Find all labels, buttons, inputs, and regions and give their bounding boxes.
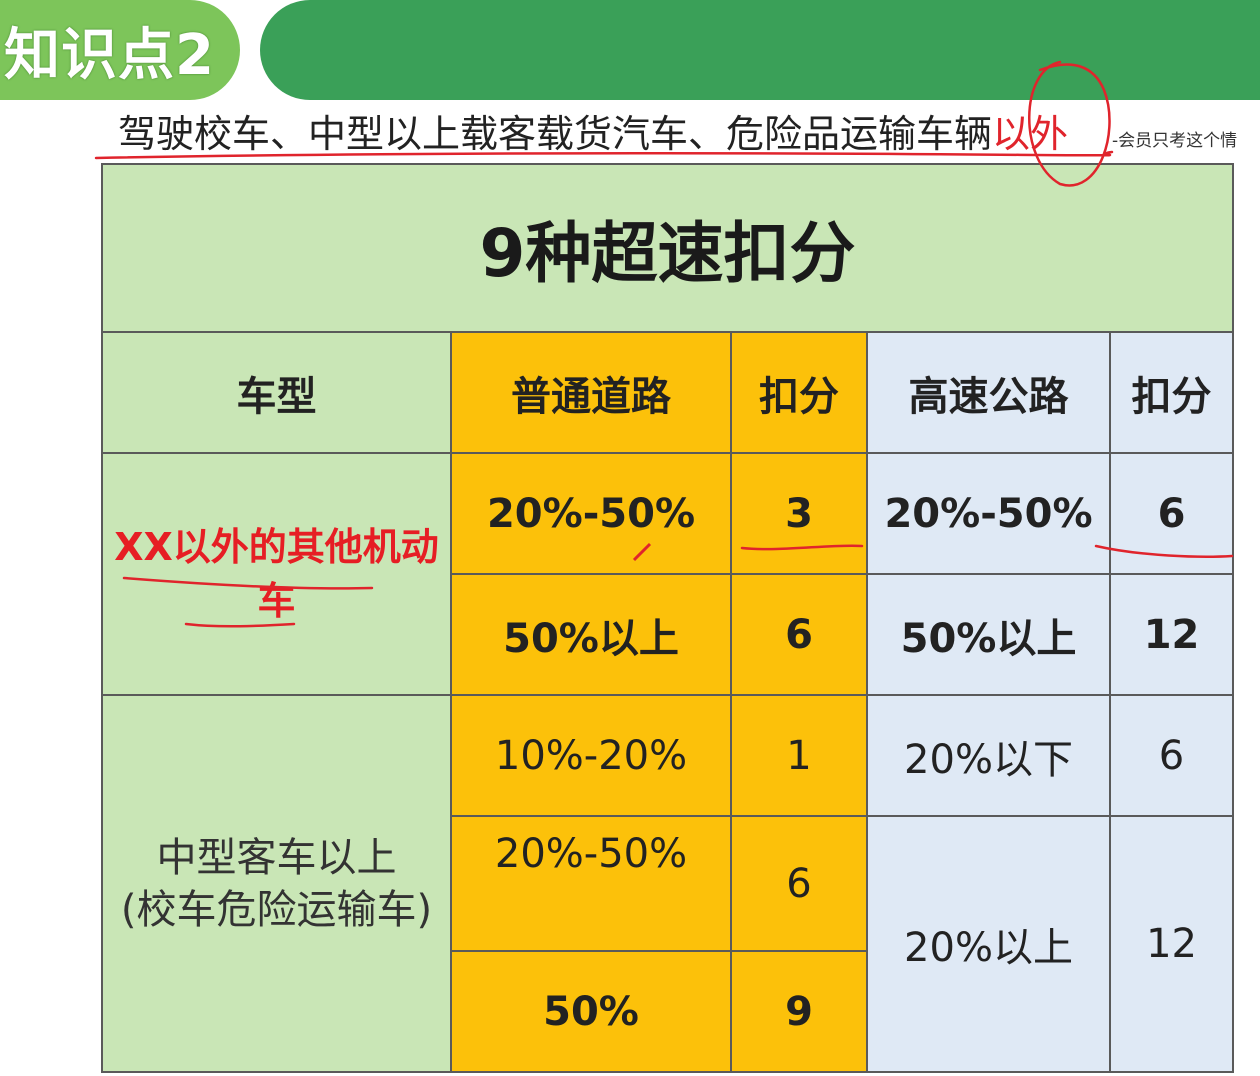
vehicle-other-label: XX以外的其他机动车 — [114, 525, 439, 623]
vehicle-medium-line2: (校车危险运输车) — [120, 886, 433, 933]
cell-road-range: 50%以上 — [450, 573, 732, 696]
cell-road-range: 50% — [450, 950, 732, 1073]
cell-highway-points: 6 — [1108, 452, 1235, 575]
vehicle-medium-bus: 中型客车以上 (校车危险运输车) — [101, 694, 452, 1073]
speeding-points-table: 9种超速扣分 车型 普通道路 扣分 高速公路 扣分 XX以外的其他机动车 20%… — [100, 163, 1235, 1073]
header-highway-points: 扣分 — [1108, 331, 1235, 454]
table-title: 9种超速扣分 — [100, 163, 1235, 333]
header-vehicle-type: 车型 — [101, 331, 452, 454]
cell-highway-points: 6 — [1108, 694, 1235, 817]
header-ordinary-road: 普通道路 — [450, 331, 732, 454]
cell-road-points: 3 — [730, 452, 868, 575]
cell-road-points: 6 — [730, 815, 868, 952]
cell-road-points: 6 — [730, 573, 868, 696]
cell-highway-range: 20%以上 — [866, 815, 1111, 1073]
cell-highway-range: 20%以下 — [866, 694, 1111, 817]
cell-highway-points: 12 — [1108, 573, 1235, 696]
header-road-points: 扣分 — [730, 331, 868, 454]
vehicle-other: XX以外的其他机动车 — [101, 452, 452, 696]
cell-road-points: 9 — [730, 950, 868, 1073]
vehicle-medium-line1: 中型客车以上 — [156, 834, 397, 881]
cell-road-range: 20%-50% — [450, 815, 732, 952]
header-highway: 高速公路 — [866, 331, 1111, 454]
cell-highway-points: 12 — [1108, 815, 1235, 1073]
cell-road-range: 20%-50% — [450, 452, 732, 575]
side-note: -会员只考这个情 — [1112, 131, 1238, 151]
subtitle: 驾驶校车、中型以上载客载货汽车、危险品运输车辆以外 — [118, 108, 1128, 160]
cell-highway-range: 20%-50% — [866, 452, 1111, 575]
badge-label: 知识点2 — [4, 22, 215, 88]
cell-road-points: 1 — [730, 694, 868, 817]
subtitle-main: 驾驶校车、中型以上载客载货汽车、危险品运输车辆 — [118, 112, 993, 156]
cell-highway-range: 50%以上 — [866, 573, 1111, 696]
knowledge-point-badge: 知识点2 — [0, 0, 240, 100]
subtitle-highlight: 以外 — [992, 112, 1069, 156]
cell-road-range: 10%-20% — [450, 694, 732, 817]
header-banner — [260, 0, 1260, 100]
